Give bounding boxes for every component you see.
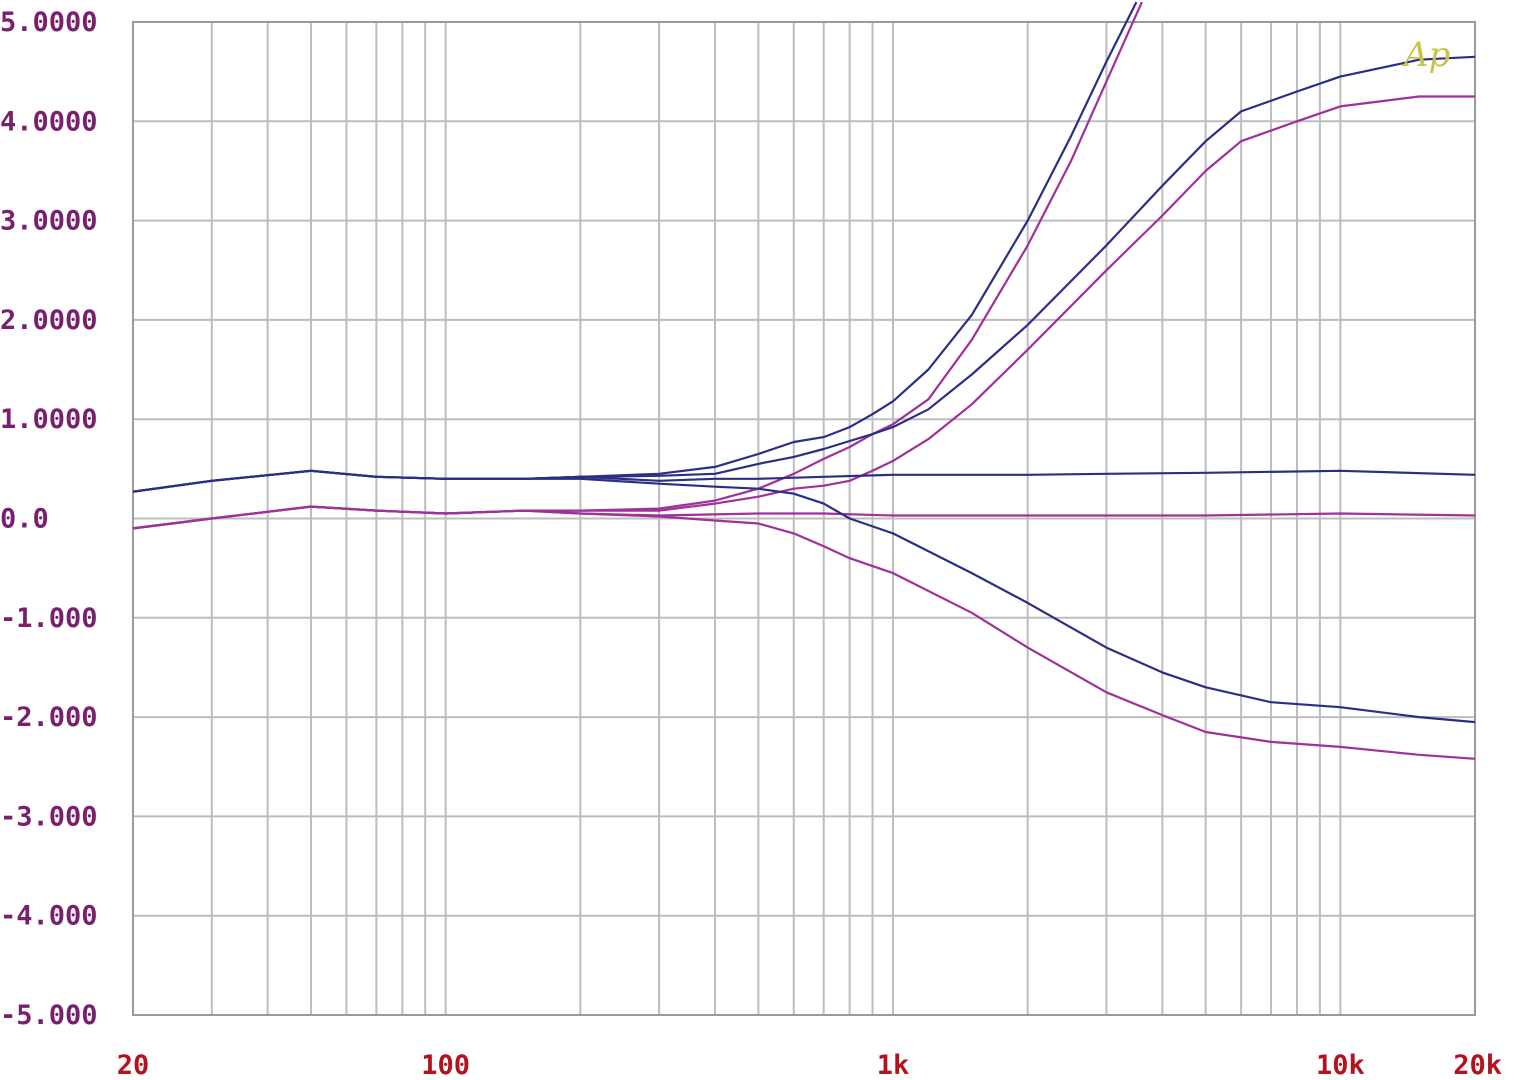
x-tick-label: 100	[421, 1050, 470, 1080]
x-tick-label: 20	[117, 1050, 150, 1080]
y-tick-label: 3.0000	[0, 206, 98, 237]
y-tick-label: -5.000	[0, 1000, 98, 1031]
y-tick-labels: 5.0000 4.0000 3.0000 2.0000 1.0000 0.0 -1.000 -…	[0, 7, 98, 1031]
y-tick-label: 4.0000	[0, 106, 98, 137]
grid-layer	[132, 21, 1476, 1016]
y-tick-label: 2.0000	[0, 305, 98, 336]
ap-logo: Ap	[1401, 35, 1450, 75]
series-line-8	[132, 505, 1476, 760]
plot-frame	[132, 21, 1476, 1016]
x-tick-labels: 20 100 1k 10k 20k	[117, 1050, 1502, 1080]
y-tick-label: 1.0000	[0, 404, 98, 435]
y-tick-label: -3.000	[0, 801, 98, 832]
x-tick-label: 20k	[1453, 1050, 1502, 1080]
x-tick-label: 10k	[1316, 1050, 1365, 1080]
y-tick-label: -1.000	[0, 603, 98, 634]
y-tick-label: -2.000	[0, 702, 98, 733]
series-line-7	[132, 469, 1476, 724]
series-line-2	[132, 1, 1143, 530]
y-tick-label: -4.000	[0, 901, 98, 932]
y-tick-label: 5.0000	[0, 7, 98, 38]
x-tick-label: 1k	[877, 1050, 910, 1080]
y-tick-label: 0.0	[0, 504, 49, 535]
series-line-4	[132, 95, 1475, 530]
series-layer	[132, 1, 1476, 760]
